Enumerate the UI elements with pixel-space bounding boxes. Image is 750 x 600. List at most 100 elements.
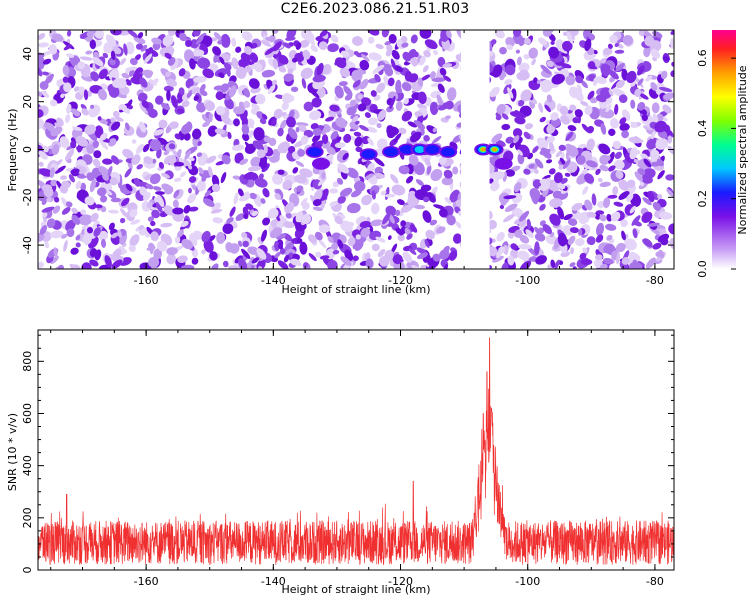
noise-blob [407, 121, 418, 128]
noise-blob [242, 133, 250, 142]
noise-blob [251, 42, 258, 49]
noise-blob [582, 30, 593, 37]
noise-blob [520, 89, 532, 102]
noise-blob [571, 202, 583, 211]
noise-blob [354, 180, 366, 192]
noise-blob [569, 104, 577, 111]
noise-blob [660, 70, 668, 80]
noise-blob [558, 144, 566, 152]
noise-blob [199, 84, 206, 93]
noise-blob [163, 85, 174, 92]
noise-blob [430, 168, 443, 182]
noise-blob [247, 165, 262, 172]
noise-blob [307, 30, 315, 40]
spectrogram-axes: -160 -140 -120 -100 -80 -40 -20 0 20 40 [21, 30, 674, 287]
noise-blob [294, 174, 307, 184]
noise-blob [384, 193, 396, 198]
noise-blob [186, 89, 194, 98]
noise-blob [38, 141, 44, 148]
noise-blob [48, 44, 58, 55]
noise-blob [395, 227, 404, 235]
noise-blob [628, 252, 641, 262]
noise-blob [586, 236, 596, 246]
noise-blob [614, 104, 619, 115]
noise-blob [667, 145, 674, 155]
noise-blob [615, 62, 625, 72]
noise-blob [139, 77, 148, 88]
noise-blob [621, 230, 626, 241]
noise-blob [75, 136, 89, 147]
noise-blob [44, 73, 54, 86]
noise-blob [187, 164, 193, 170]
noise-blob [216, 231, 226, 244]
noise-blob [103, 47, 109, 53]
noise-blob [89, 178, 97, 193]
noise-blob [249, 192, 257, 200]
noise-blob [70, 140, 77, 149]
noise-blob [122, 148, 134, 159]
noise-blob [98, 230, 109, 241]
noise-blob [367, 162, 375, 173]
noise-blob [652, 242, 662, 250]
noise-blob [210, 209, 223, 214]
noise-blob [637, 261, 645, 267]
noise-blob [321, 125, 329, 136]
noise-blob [642, 197, 652, 206]
noise-blob [220, 33, 231, 48]
noise-blob [330, 34, 339, 43]
noise-blob [307, 35, 316, 46]
noise-blob [263, 136, 271, 143]
noise-blob [599, 164, 609, 172]
noise-blob [327, 235, 334, 244]
noise-blob [110, 197, 121, 203]
noise-blob [389, 95, 396, 109]
noise-blob [348, 237, 356, 246]
noise-blob [49, 167, 55, 179]
noise-blob [595, 234, 604, 243]
noise-blob [183, 132, 191, 141]
noise-blob [628, 261, 643, 269]
noise-blob [626, 193, 634, 202]
noise-blob [237, 240, 243, 247]
noise-blob [295, 211, 304, 223]
noise-blob [665, 174, 674, 181]
noise-blob [153, 248, 163, 260]
noise-blob [117, 229, 122, 238]
noise-blob [235, 46, 242, 53]
noise-blob [309, 89, 320, 99]
noise-blob [420, 264, 427, 269]
noise-blob [597, 177, 603, 183]
noise-blob [203, 198, 215, 207]
noise-blob [374, 172, 385, 179]
noise-blob [108, 69, 120, 81]
noise-blob [130, 76, 143, 85]
noise-blob [505, 107, 512, 113]
noise-blob [256, 111, 265, 120]
noise-blob [641, 168, 656, 179]
noise-blob [615, 170, 624, 179]
noise-blob [165, 71, 172, 78]
noise-blob [166, 78, 178, 87]
noise-blob [102, 158, 113, 165]
noise-blob [105, 34, 117, 47]
noise-blob [158, 161, 165, 169]
x-tick-label: -140 [261, 274, 286, 287]
colorbar-tick-label: 0.4 [696, 120, 709, 138]
noise-blob [391, 49, 400, 60]
noise-blob [80, 209, 87, 215]
noise-blob [125, 41, 135, 55]
noise-blob [90, 104, 95, 109]
noise-blob [340, 50, 350, 57]
noise-blob [62, 76, 69, 83]
noise-blob [150, 220, 156, 227]
noise-blob [260, 229, 268, 242]
noise-blob [608, 89, 614, 97]
noise-blob [142, 143, 150, 153]
x-tick-label: -120 [388, 575, 413, 588]
noise-blob [637, 65, 645, 76]
noise-blob [130, 219, 141, 225]
noise-blob [213, 32, 222, 41]
noise-blob [604, 155, 611, 162]
noise-blob [210, 263, 219, 269]
noise-blob [641, 114, 648, 122]
